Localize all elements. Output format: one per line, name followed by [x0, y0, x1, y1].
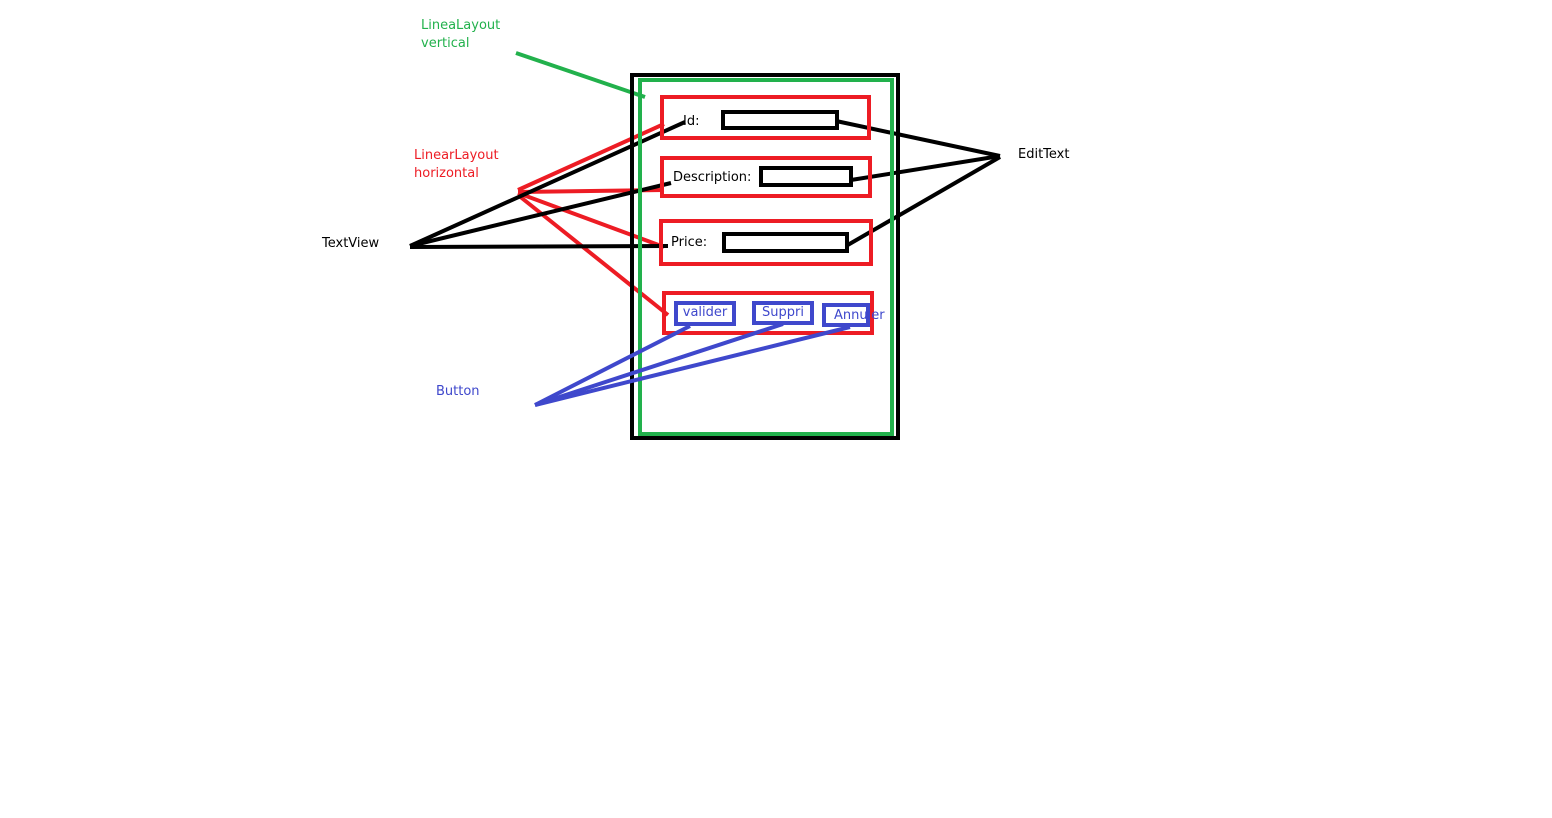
textview-annotation: TextView [322, 236, 380, 251]
id-label: Id: [683, 114, 700, 129]
valider-button[interactable]: valider [674, 301, 736, 326]
annotation-line-1: LinearLayout [414, 148, 499, 163]
textview-pointer-2 [409, 181, 672, 248]
edittext-annotation: EditText [1018, 147, 1070, 162]
textview-pointer-3 [409, 244, 669, 249]
linear-layout-vertical-annotation: LineaLayout vertical [421, 17, 500, 53]
suppri-button[interactable]: Suppri [752, 301, 814, 325]
annuler-button[interactable]: Annuler [822, 303, 885, 327]
price-label: Price: [671, 235, 708, 250]
id-edittext[interactable] [721, 110, 839, 130]
price-edittext[interactable] [722, 232, 849, 253]
description-label: Description: [673, 170, 752, 185]
annotation-line-2: vertical [421, 36, 470, 51]
edittext-pointer-2 [850, 154, 1001, 182]
phone-frame [630, 73, 900, 440]
edittext-pointer-1 [835, 119, 1001, 158]
horizontal-layout-price-row [659, 219, 873, 266]
annotation-line-1: LineaLayout [421, 18, 501, 33]
button-annotation: Button [436, 384, 480, 399]
annotation-line-2: horizontal [414, 166, 479, 181]
vertical-layout-pointer [515, 51, 646, 99]
vertical-linear-layout [638, 78, 894, 436]
description-edittext[interactable] [759, 166, 853, 187]
linear-layout-horizontal-annotation: LinearLayout horizontal [414, 147, 499, 183]
horizontal-layout-id-row [660, 95, 871, 140]
horizontal-layout-description-row [660, 156, 872, 198]
